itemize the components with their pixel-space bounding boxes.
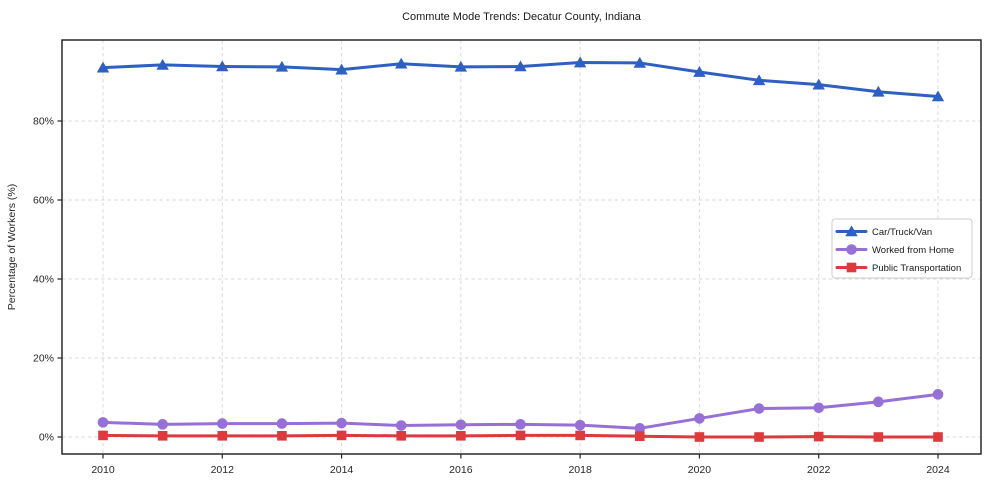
series-car-truck-van-triangle-marker [454,60,468,72]
series-worked-from-home-circle-marker [216,418,228,429]
series-public-transportation-square-marker [98,430,108,441]
legend-entry-public-transportation-label: Public Transportation [872,263,961,274]
y-tick-label: 60% [33,195,54,207]
legend-entry-public-transportation-square-marker [846,262,857,273]
series-public-transportation-square-marker [217,431,228,441]
series-public-transportation-square-marker [396,431,407,441]
series-public-transportation-square-marker [813,431,824,442]
x-tick-label: 2014 [330,464,354,476]
legend-entry-car-truck-van-triangle-marker [845,225,858,237]
series-worked-from-home-circle-marker [157,419,168,430]
series-public-transportation-square-marker [336,430,347,441]
legend-entry-public-transportation: Public Transportation [835,262,961,274]
legend-entry-worked-from-home-circle-marker [846,244,857,255]
legend-entry-car-truck-van: Car/Truck/Van [835,225,932,238]
legend-entry-worked-from-home-label: Worked from Home [872,245,954,256]
series-car-truck-van-triangle-marker [275,60,289,72]
series-public-transportation-square-marker [515,430,526,441]
y-tick-label: 40% [33,274,54,286]
y-tick-label: 0% [39,432,54,444]
series-public-transportation-square-marker [873,432,884,442]
series-car-truck-van-triangle-marker [633,56,646,68]
series-public-transportation-square-marker [634,431,645,442]
series-worked-from-home-circle-marker [873,396,884,408]
series-worked-from-home-circle-marker [97,417,109,428]
series-car-truck-van-triangle-marker [872,85,885,97]
series-public-transportation-square-marker [694,432,705,442]
series-worked-from-home-circle-marker [574,419,586,431]
series-worked-from-home-circle-marker [395,420,407,431]
series-worked-from-home-circle-marker [932,389,944,400]
x-tick-label: 2010 [91,464,115,476]
series-car-truck-van-triangle-marker [752,74,766,86]
series-worked-from-home-circle-marker [336,417,347,429]
legend-entry-car-truck-van-label: Car/Truck/Van [872,227,932,238]
series-public-transportation-square-marker [277,431,287,441]
series-car-truck-van-triangle-marker [335,63,348,75]
series-worked-from-home-circle-marker [515,419,526,430]
axes: 2010 2012 2014 2016 2018 2020 2022 2024 0% 20% 40%… [33,39,982,476]
series-public-transportation-square-marker [456,431,466,441]
series-worked-from-home-circle-marker [753,403,765,414]
x-tick-label: 2022 [807,464,831,476]
series-worked-from-home-circle-marker [813,402,825,414]
series-car-truck-van-triangle-marker [395,57,408,69]
series-worked-from-home-circle-marker [694,413,705,424]
x-tick-label: 2018 [568,464,592,476]
series-worked-from-home [97,389,944,434]
series-car-truck-van-triangle-marker [693,66,706,77]
series-public-transportation-square-marker [754,432,764,442]
series-worked-from-home-circle-marker [634,423,646,434]
series-car-truck-van-triangle-marker [514,60,527,72]
series-worked-from-home-circle-marker [455,419,467,431]
series-car-truck-van-triangle-marker [96,61,110,73]
series-car-truck-van-triangle-marker [573,56,587,68]
x-tick-label: 2012 [211,464,235,476]
y-axis-label: Percentage of Workers (%) [6,184,18,310]
legend-box [831,218,973,279]
series-car-truck-van [96,56,945,102]
series-car-truck-van-triangle-marker [216,60,229,72]
legend: Car/Truck/Van Worked from Home Public Tran… [831,218,973,279]
series-public-transportation-square-marker [933,432,943,442]
chart-title: Commute Mode Trends: Decatur County, Ind… [402,11,642,23]
y-tick-label: 80% [33,116,54,128]
x-tick-label: 2016 [449,464,473,476]
legend-entry-worked-from-home: Worked from Home [835,244,954,256]
x-tick-label: 2024 [926,464,950,476]
series-public-transportation-square-marker [157,431,168,441]
series-worked-from-home-circle-marker [276,418,288,429]
series-public-transportation-square-marker [575,430,585,441]
series-car-truck-van-triangle-marker [931,90,945,102]
series-car-truck-van-triangle-marker [812,78,825,90]
series-car-truck-van-triangle-marker [156,58,169,70]
gridlines [62,40,981,454]
y-tick-label: 20% [33,353,54,365]
series-lines [96,56,945,442]
series-public-transportation [98,430,943,442]
plot-border [61,39,982,455]
x-tick-label: 2020 [688,464,712,476]
